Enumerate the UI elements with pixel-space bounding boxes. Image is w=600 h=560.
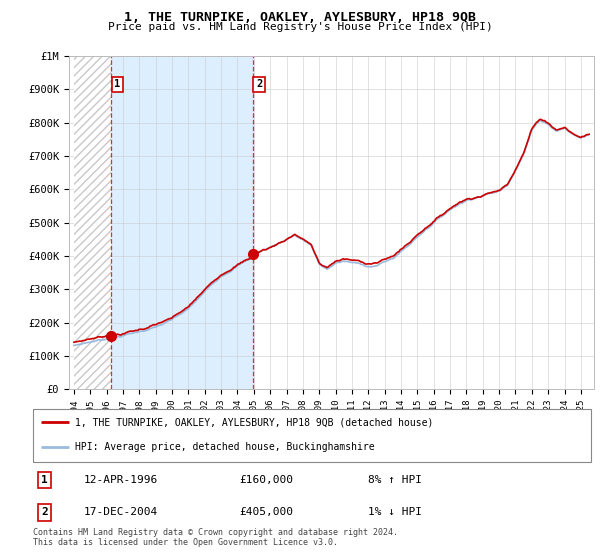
Text: Price paid vs. HM Land Registry's House Price Index (HPI): Price paid vs. HM Land Registry's House … bbox=[107, 22, 493, 32]
FancyBboxPatch shape bbox=[33, 409, 591, 462]
Bar bbox=[111, 56, 253, 389]
Text: 1: 1 bbox=[114, 80, 121, 90]
Text: 12-APR-1996: 12-APR-1996 bbox=[83, 475, 157, 485]
Text: HPI: Average price, detached house, Buckinghamshire: HPI: Average price, detached house, Buck… bbox=[75, 442, 374, 452]
Text: 1% ↓ HPI: 1% ↓ HPI bbox=[368, 507, 422, 517]
Text: 17-DEC-2004: 17-DEC-2004 bbox=[83, 507, 157, 517]
Text: Contains HM Land Registry data © Crown copyright and database right 2024.
This d: Contains HM Land Registry data © Crown c… bbox=[33, 528, 398, 547]
Text: 1, THE TURNPIKE, OAKLEY, AYLESBURY, HP18 9QB: 1, THE TURNPIKE, OAKLEY, AYLESBURY, HP18… bbox=[124, 11, 476, 24]
Text: £160,000: £160,000 bbox=[239, 475, 293, 485]
Text: 1: 1 bbox=[41, 475, 48, 485]
Text: £405,000: £405,000 bbox=[239, 507, 293, 517]
Text: 2: 2 bbox=[41, 507, 48, 517]
Text: 8% ↑ HPI: 8% ↑ HPI bbox=[368, 475, 422, 485]
Text: 1, THE TURNPIKE, OAKLEY, AYLESBURY, HP18 9QB (detached house): 1, THE TURNPIKE, OAKLEY, AYLESBURY, HP18… bbox=[75, 417, 433, 427]
Text: 2: 2 bbox=[256, 80, 262, 90]
